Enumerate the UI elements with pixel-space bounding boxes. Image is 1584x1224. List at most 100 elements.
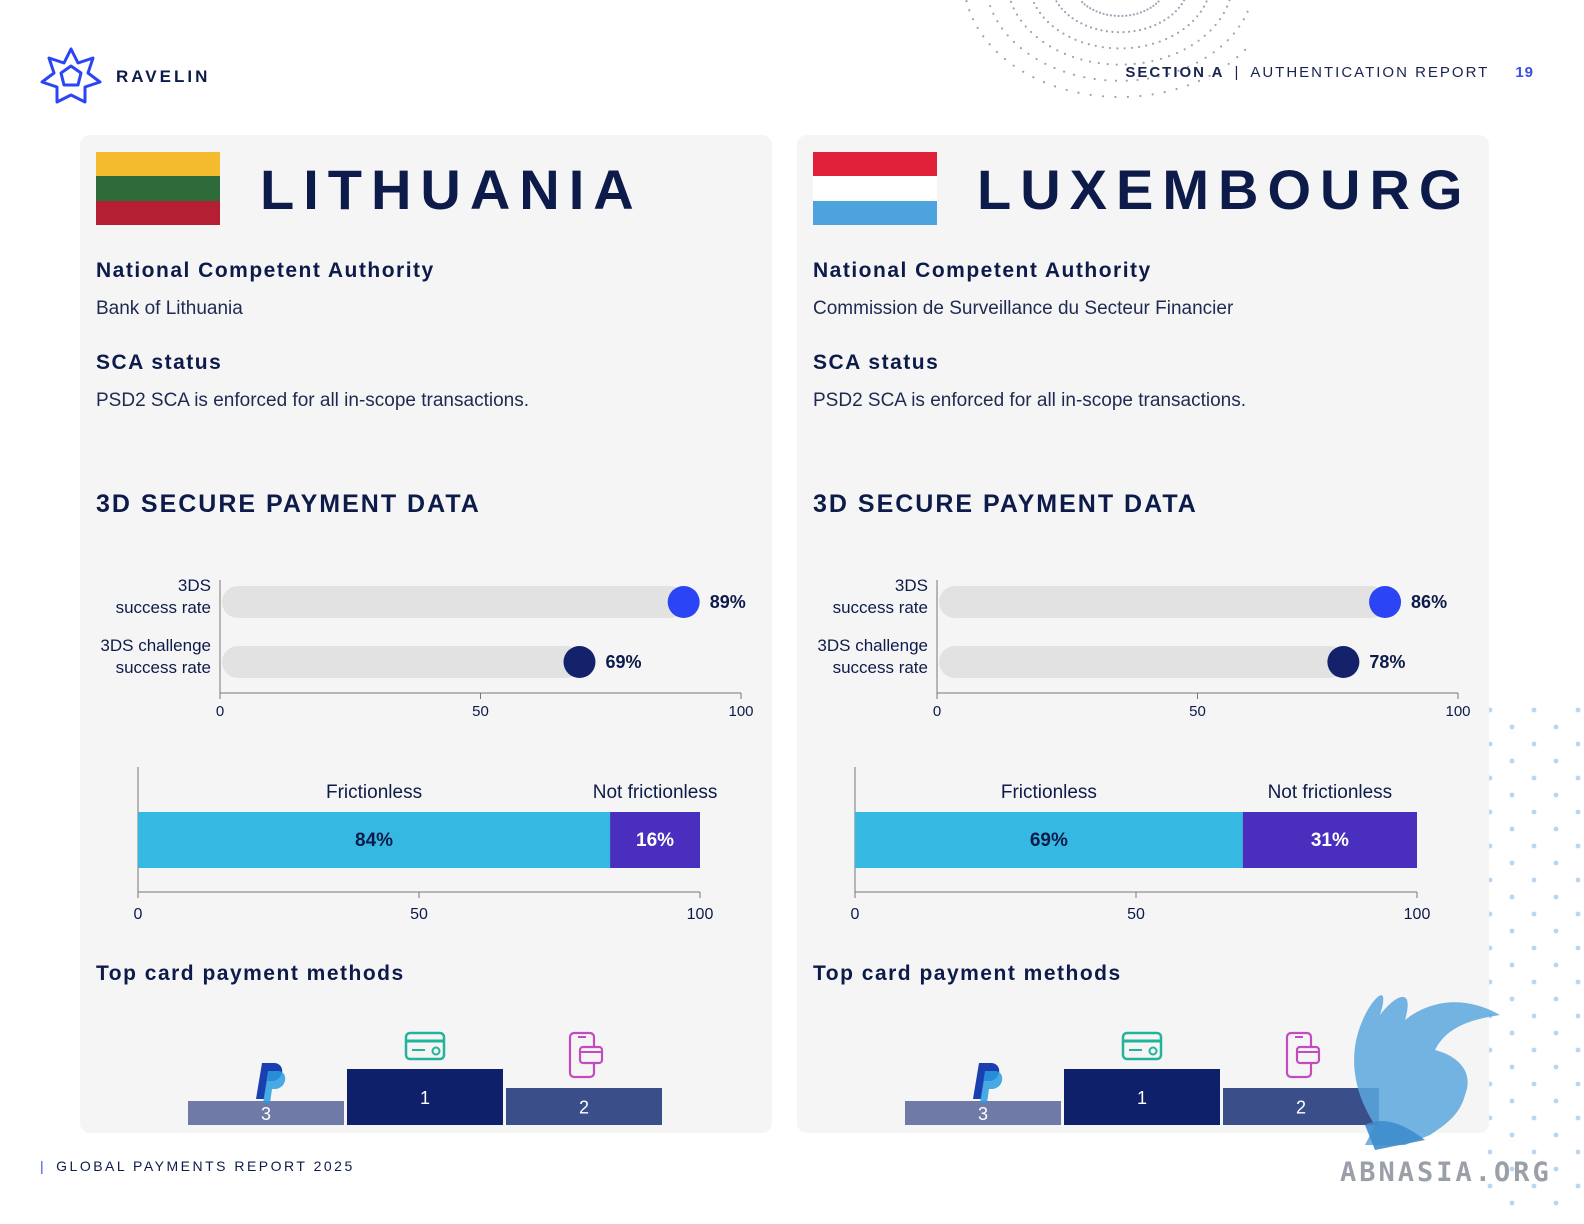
segment-category-label: Not frictionless	[1268, 782, 1393, 803]
page-number: 19	[1515, 64, 1534, 81]
top-methods-title: Top card payment methods	[813, 962, 1122, 985]
sca-value: PSD2 SCA is enforced for all in-scope tr…	[96, 390, 529, 411]
segment-value-label: 69%	[1030, 830, 1068, 851]
bar-category-label: success rate	[833, 598, 928, 617]
paypal-icon	[256, 1063, 286, 1103]
country-card-luxembourg: LUXEMBOURG National Competent Authority …	[797, 135, 1489, 1133]
country-card-lithuania: LITHUANIA National Competent Authority B…	[80, 135, 772, 1133]
segment-category-label: Frictionless	[1001, 782, 1097, 803]
flag-luxembourg	[813, 152, 937, 225]
nca-value: Bank of Lithuania	[96, 298, 243, 319]
bar-track	[222, 646, 582, 678]
watermark-text: ABNASIA.ORG	[1340, 1157, 1552, 1188]
mobile-wallet-icon	[1285, 1031, 1321, 1079]
top-methods-podium: 3 1 2	[905, 1031, 1379, 1125]
x-tick-label: 0	[933, 703, 941, 720]
bar-value-dot	[667, 586, 700, 618]
segment-value-label: 84%	[355, 830, 393, 851]
top-methods-title: Top card payment methods	[96, 962, 405, 985]
podium-rank: 2	[1296, 1098, 1306, 1118]
bar-value-dot	[1327, 646, 1360, 678]
podium-block	[506, 1088, 662, 1125]
bar-value-label: 86%	[1411, 592, 1447, 612]
stacked-bar-segment	[610, 812, 700, 868]
flag-stripe	[96, 176, 220, 201]
podium-block	[347, 1069, 503, 1125]
bar-category-label: 3DS	[895, 576, 928, 595]
section-label: SECTION A	[1125, 64, 1225, 81]
podium-rank: 1	[420, 1088, 430, 1108]
bar-value-dot	[1369, 586, 1402, 618]
flag-stripe	[96, 200, 220, 225]
bar-value-dot	[563, 646, 596, 678]
ravelin-logo-icon	[40, 47, 102, 104]
podium-rank: 3	[978, 1104, 988, 1124]
bar-track	[939, 586, 1388, 618]
flag-lithuania	[96, 152, 220, 225]
flag-stripe	[813, 176, 937, 201]
podium-rank: 1	[1137, 1088, 1147, 1108]
x-tick-label: 50	[1189, 703, 1206, 720]
podium-block	[1223, 1088, 1379, 1125]
podium-block	[905, 1101, 1061, 1125]
segment-value-label: 31%	[1311, 830, 1349, 851]
x-tick-label: 100	[1445, 703, 1470, 720]
watermark-griffin-icon	[1354, 995, 1500, 1150]
3ds-success-chart: 86% 3DS success rate 78% 3DS challenge succes…	[817, 576, 1470, 720]
frictionless-chart: 69% Frictionless 31% Not frictionless 0 50 100	[851, 767, 1431, 923]
stacked-bar-segment	[1242, 812, 1417, 868]
brand: RAVELIN	[40, 46, 210, 108]
bar-category-label: 3DS challenge	[100, 636, 211, 655]
credit-card-icon	[1121, 1031, 1163, 1061]
x-tick-label: 50	[472, 703, 489, 720]
bar-category-label: success rate	[116, 658, 211, 677]
brand-name: RAVELIN	[116, 67, 211, 86]
country-name: LUXEMBOURG	[977, 158, 1472, 221]
x-tick-label: 100	[1404, 906, 1431, 923]
top-methods-podium: 3 1 2	[188, 1031, 662, 1125]
bar-category-label: 3DS	[178, 576, 211, 595]
footer-text: GLOBAL PAYMENTS REPORT 2025	[56, 1158, 355, 1174]
bar-category-label: success rate	[833, 658, 928, 677]
country-name: LITHUANIA	[260, 158, 643, 221]
credit-card-icon	[404, 1031, 446, 1061]
decorative-dots-top	[965, 0, 1249, 99]
frictionless-chart: 84% Frictionless 16% Not frictionless 0 50 100	[134, 767, 717, 923]
x-tick-label: 50	[410, 906, 428, 923]
podium-rank: 2	[579, 1098, 589, 1118]
stacked-bar-segment	[855, 812, 1243, 868]
podium-rank: 3	[261, 1104, 271, 1124]
nca-label: National Competent Authority	[96, 259, 435, 282]
nca-value: Commission de Surveillance du Secteur Fi…	[813, 298, 1234, 319]
podium-block	[1064, 1069, 1220, 1125]
bar-value-label: 69%	[605, 652, 641, 672]
x-tick-label: 0	[851, 906, 860, 923]
report-title: AUTHENTICATION REPORT	[1250, 64, 1490, 81]
bar-category-label: success rate	[116, 598, 211, 617]
stacked-bar-segment	[138, 812, 611, 868]
section-title-3ds: 3D SECURE PAYMENT DATA	[96, 490, 481, 518]
flag-stripe	[813, 152, 937, 177]
x-tick-label: 100	[728, 703, 753, 720]
footer-bar: |	[40, 1158, 47, 1174]
3ds-success-chart: 89% 3DS success rate 69% 3DS challenge succes…	[100, 576, 753, 720]
segment-value-label: 16%	[636, 830, 674, 851]
bar-value-label: 89%	[710, 592, 746, 612]
sca-label: SCA status	[96, 351, 223, 374]
bar-category-label: 3DS challenge	[817, 636, 928, 655]
paypal-icon	[973, 1063, 1003, 1103]
page-header: SECTION A | AUTHENTICATION REPORT 19	[1125, 64, 1534, 81]
flag-stripe	[96, 152, 220, 177]
nca-label: National Competent Authority	[813, 259, 1152, 282]
section-title-3ds: 3D SECURE PAYMENT DATA	[813, 490, 1198, 518]
page-footer: | GLOBAL PAYMENTS REPORT 2025	[40, 1158, 355, 1174]
x-tick-label: 0	[216, 703, 224, 720]
podium-block	[188, 1101, 344, 1125]
sca-label: SCA status	[813, 351, 940, 374]
x-tick-label: 0	[134, 906, 143, 923]
flag-stripe	[813, 200, 937, 225]
bar-track	[222, 586, 686, 618]
x-tick-label: 100	[687, 906, 714, 923]
segment-category-label: Frictionless	[326, 782, 422, 803]
mobile-wallet-icon	[568, 1031, 604, 1079]
